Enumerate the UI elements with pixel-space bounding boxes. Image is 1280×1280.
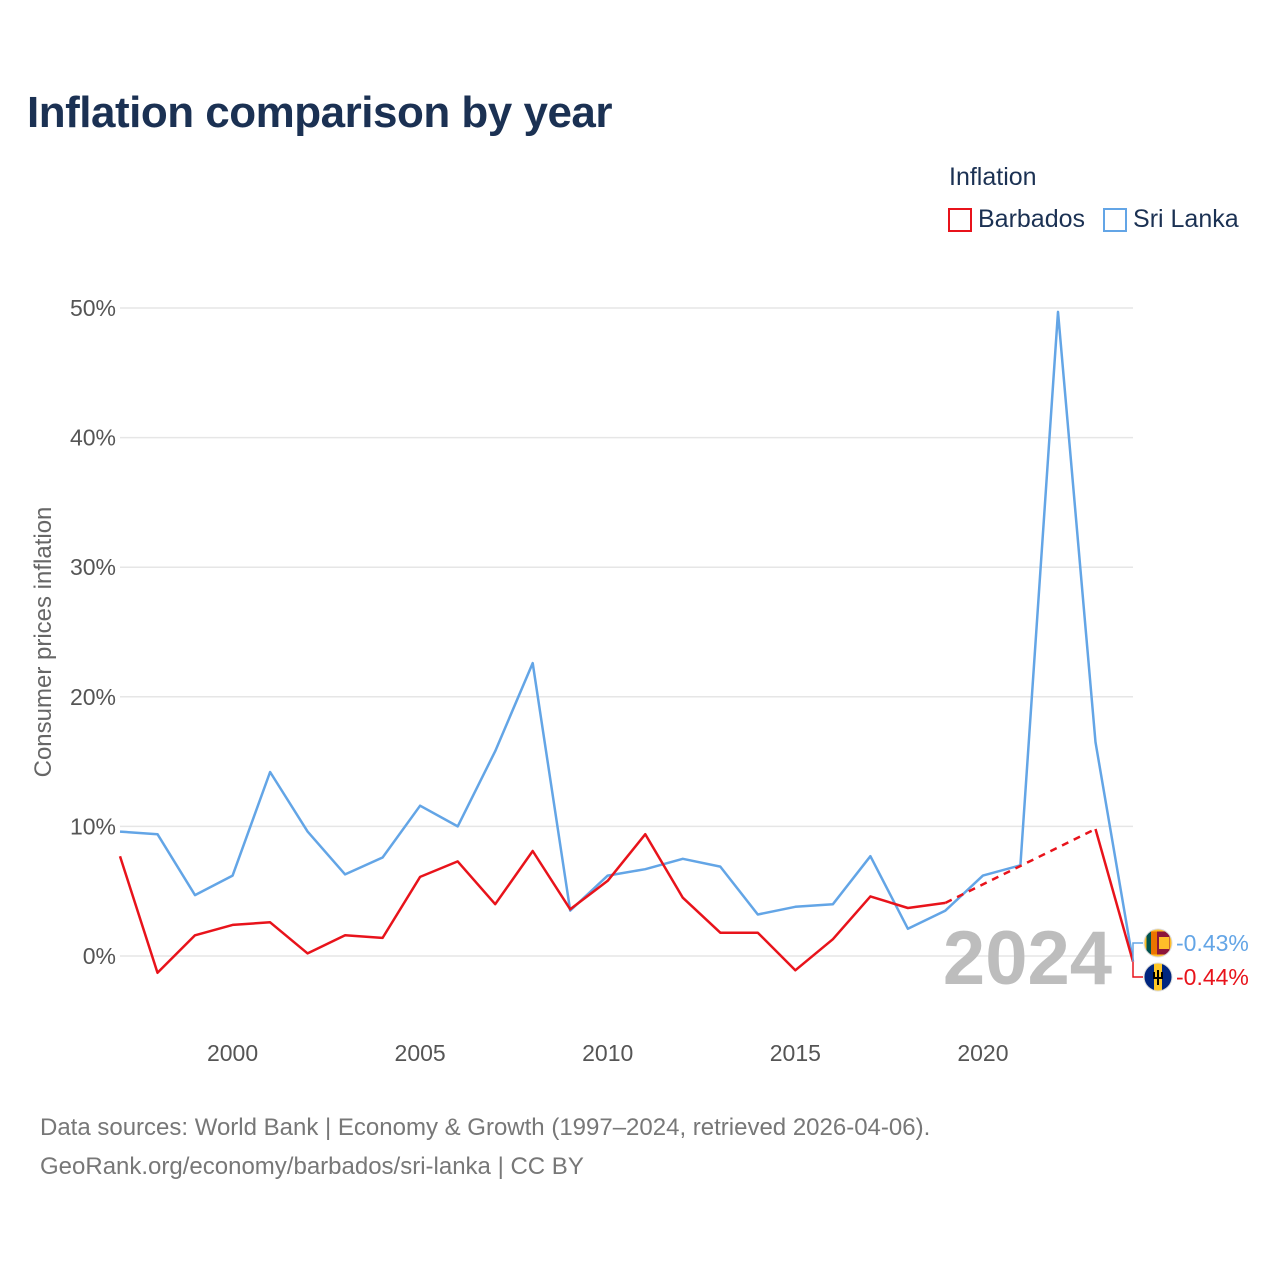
x-tick-label: 2020	[957, 1040, 1008, 1066]
x-tick-label: 2000	[207, 1040, 258, 1066]
end-leader-barbados	[1132, 961, 1143, 978]
highlight-year-label: 2024	[943, 916, 1112, 1001]
x-tick-label: 2015	[770, 1040, 821, 1066]
legend-label-sri-lanka: Sri Lanka	[1133, 205, 1239, 233]
end-leader-sri-lanka	[1132, 942, 1143, 962]
footer: Data sources: World Bank | Economy & Gro…	[40, 1108, 930, 1186]
y-tick-label: 50%	[70, 295, 116, 321]
flag-outline	[1143, 928, 1173, 958]
y-axis-title: Consumer prices inflation	[30, 507, 57, 778]
legend: Barbados Sri Lanka	[948, 205, 1239, 234]
y-tick-label: 20%	[70, 684, 116, 710]
trident-icon	[1153, 970, 1163, 985]
flag-band	[1162, 963, 1172, 991]
y-tick-label: 30%	[70, 554, 116, 580]
series-line-sri-lanka	[119, 310, 1135, 962]
chart-title: Inflation comparison by year	[27, 88, 613, 137]
y-tick-label: 40%	[70, 425, 116, 451]
y-tick-label: 0%	[83, 943, 116, 969]
series-line-barbados	[118, 832, 946, 975]
legend-swatch-sri-lanka	[1103, 207, 1128, 232]
series-gap-barbados	[944, 827, 1097, 904]
flag-band	[1144, 929, 1151, 957]
legend-item-sri-lanka[interactable]: Sri Lanka	[1103, 205, 1239, 234]
legend-title: Inflation	[949, 163, 1037, 191]
flag-outline	[1143, 962, 1173, 992]
flag-band	[1151, 929, 1157, 957]
end-value-label-sri-lanka: -0.43%	[1176, 930, 1249, 956]
series-line-barbados	[1094, 828, 1135, 963]
legend-label-barbados: Barbados	[978, 205, 1086, 233]
x-tick-label: 2005	[395, 1040, 446, 1066]
legend-swatch-barbados	[948, 207, 972, 232]
barbados-flag-icon	[1143, 962, 1173, 992]
y-tick-label: 10%	[70, 813, 116, 839]
footer-link[interactable]: GeoRank.org/economy/barbados/sri-lanka |…	[40, 1153, 584, 1180]
lion-icon	[1159, 937, 1169, 949]
end-value-label-barbados: -0.44%	[1176, 964, 1249, 990]
sri-lanka-flag-icon	[1143, 928, 1173, 958]
x-tick-label: 2010	[582, 1040, 633, 1066]
legend-item-barbados[interactable]: Barbados	[948, 205, 1085, 234]
footer-sources: Data sources: World Bank | Economy & Gro…	[40, 1114, 931, 1141]
flag-band	[1144, 963, 1154, 991]
